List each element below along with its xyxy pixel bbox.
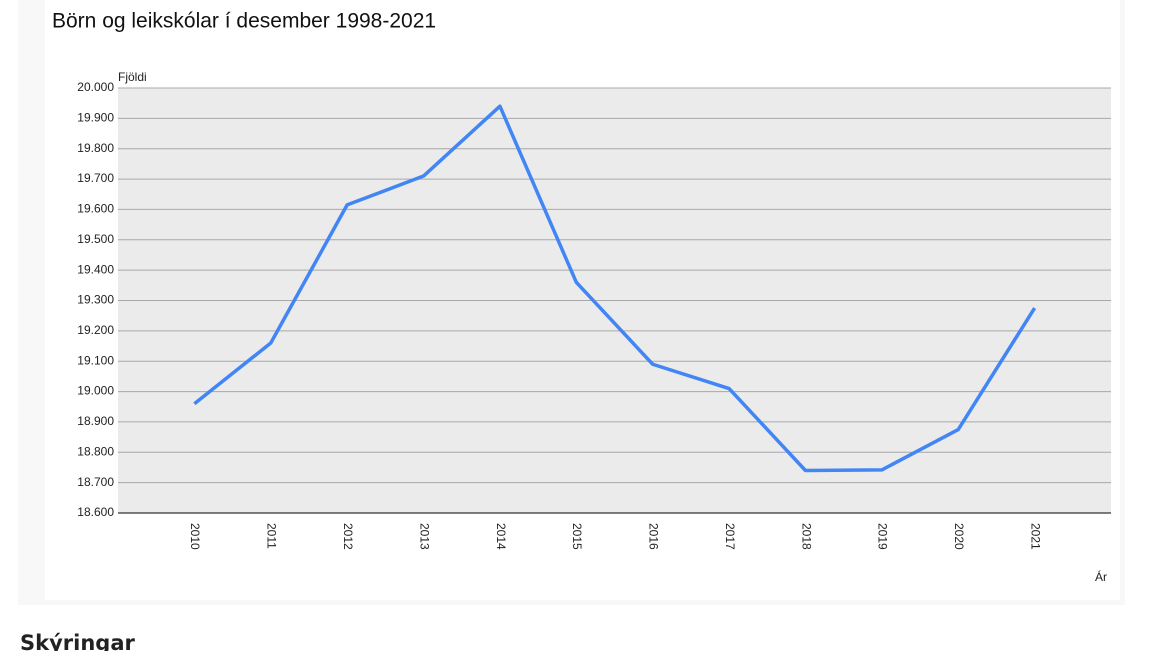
y-tick-label: 19.300 [77,293,114,307]
y-tick-label: 19.400 [77,262,114,276]
y-tick-label: 18.700 [77,475,114,489]
x-tick-label: 2016 [647,523,661,550]
x-tick-label: 2012 [341,523,355,550]
y-tick-label: 19.600 [77,202,114,216]
y-tick-label: 18.800 [77,444,114,458]
y-tick-label: 18.900 [77,414,114,428]
chart-title: Börn og leikskólar í desember 1998-2021 [52,10,436,33]
x-tick-label: 2014 [494,523,508,550]
y-tick-label: 19.700 [77,171,114,185]
y-tick-label: 19.000 [77,384,114,398]
x-tick-label: 2019 [876,523,890,550]
x-tick-label: 2010 [188,523,202,550]
y-tick-label: 19.900 [77,111,114,125]
y-tick-label: 19.200 [77,323,114,337]
data-line [193,104,1037,473]
y-tick-label: 18.600 [77,505,114,519]
x-tick-label: 2011 [265,523,279,549]
y-tick-label: 19.800 [77,141,114,155]
x-tick-label: 2018 [799,523,813,550]
y-tick-label: 19.500 [77,232,114,246]
x-tick-label: 2021 [1028,523,1042,550]
y-tick-label: 19.100 [77,353,114,367]
x-tick-label: 2017 [723,523,737,550]
y-tick-label: 20.000 [77,80,114,94]
x-tick-label: 2020 [952,523,966,550]
x-tick-label: 2015 [570,523,584,550]
section-heading: Skýringar [20,631,135,651]
y-axis-label: Fjöldi [118,70,147,84]
x-axis-label: Ár [1095,569,1107,584]
x-tick-label: 2013 [417,523,431,550]
